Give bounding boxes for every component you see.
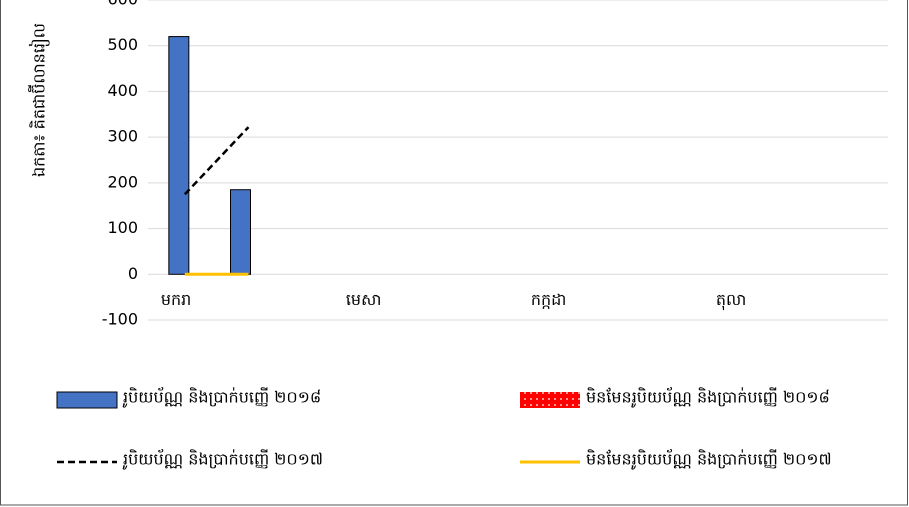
y-tick-label: 100 [107,218,138,237]
y-tick-label: 600 [107,0,138,9]
x-tick-label: តុលា [716,290,746,311]
bar [230,189,251,275]
y-tick-label: 200 [107,172,138,191]
legend-swatch [520,392,580,408]
legend-label: រូបិយប័ណ្ណ និងប្រាក់បញ្ញើ ២០១៨ [122,387,321,409]
y-tick-label: -100 [102,310,138,329]
legend-label: មិនមែនរូបិយប័ណ្ណ និងប្រាក់បញ្ញើ ២០១៨ [586,387,830,409]
y-axis-label: ឯកតា៖ គិតជាប៊ីលានរៀល [28,23,51,177]
y-tick-label: 500 [107,35,138,54]
x-tick-label: កក្កដា [531,290,567,309]
y-tick-label: 400 [107,81,138,100]
legend-label: មិនមែនរូបិយប័ណ្ណ និងប្រាក់បញ្ញើ ២០១៧ [586,449,832,471]
x-tick-label: មករា [161,290,191,309]
legend-swatch [56,391,118,409]
y-tick-label: 0 [128,264,138,283]
y-tick-label: 300 [107,127,138,146]
bar [168,36,190,275]
x-tick-label: មេសា [346,290,382,309]
line [183,126,250,196]
legend-label: រូបិយប័ណ្ណ និងប្រាក់បញ្ញើ ២០១៧ [122,449,323,471]
